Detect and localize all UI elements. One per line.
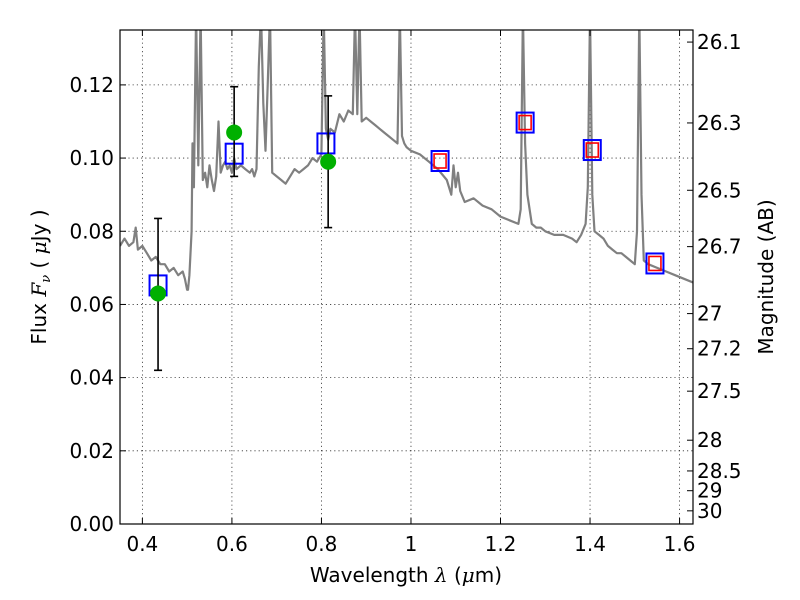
x-tick-label: 0.4 xyxy=(126,532,158,556)
plot-background xyxy=(120,30,693,524)
right-tick-label: 27 xyxy=(697,302,722,326)
right-axis-title: Magnitude (AB) xyxy=(754,199,778,354)
x-tick-label: 1.2 xyxy=(485,532,517,556)
y-tick-label: 0.12 xyxy=(69,73,114,97)
right-tick-label: 30 xyxy=(697,499,722,523)
y-tick-label: 0.10 xyxy=(69,146,114,170)
photometry-small-square xyxy=(648,255,662,272)
right-tick-label: 26.3 xyxy=(697,111,742,135)
y-tick-label: 0.00 xyxy=(69,512,114,536)
model-photometry-square xyxy=(645,252,665,275)
y-axis-title: Flux Fν ( μJy ) xyxy=(27,209,54,344)
right-tick-label: 26.5 xyxy=(697,178,742,202)
x-tick-label: 0.8 xyxy=(306,532,338,556)
plot-frame xyxy=(119,29,694,525)
observed-flux-point xyxy=(226,124,243,141)
model-photometry-square xyxy=(515,111,535,134)
right-tick-label: 27.2 xyxy=(697,337,742,361)
x-tick-label: 0.6 xyxy=(216,532,248,556)
axis-ticks: 0.4 0.6 0.8 1 1.2 1.4 1.6 0.00 0.02 0.04 0.06 0.08 0… xyxy=(69,30,742,556)
observed-flux-point xyxy=(150,285,167,302)
x-tick-label: 1 xyxy=(405,532,418,556)
model-photometry-square xyxy=(430,150,450,173)
right-tick-label: 26.7 xyxy=(697,235,742,259)
right-tick-label: 26.1 xyxy=(697,30,742,54)
model-photometry-square xyxy=(582,139,602,162)
photometry-small-square xyxy=(518,114,532,131)
photometry-small-square xyxy=(585,142,600,158)
spectrum-line xyxy=(120,30,693,291)
right-tick-label: 27.5 xyxy=(697,379,742,403)
y-tick-label: 0.08 xyxy=(69,219,114,243)
right-tick-label: 28 xyxy=(697,428,722,452)
data-layer xyxy=(120,30,693,372)
photometry-small-square xyxy=(433,153,447,169)
x-axis-title: Wavelength λ (μm) xyxy=(310,563,502,587)
right-tick-label: 28.5 xyxy=(697,459,742,483)
model-photometry-square xyxy=(316,132,336,155)
y-tick-label: 0.04 xyxy=(69,366,114,390)
y-tick-label: 0.02 xyxy=(69,439,114,463)
x-tick-label: 1.6 xyxy=(664,532,696,556)
x-tick-label: 1.4 xyxy=(574,532,606,556)
observed-flux-point xyxy=(320,153,337,170)
right-tick-label: 29 xyxy=(697,479,722,503)
y-tick-label: 0.06 xyxy=(69,292,114,316)
